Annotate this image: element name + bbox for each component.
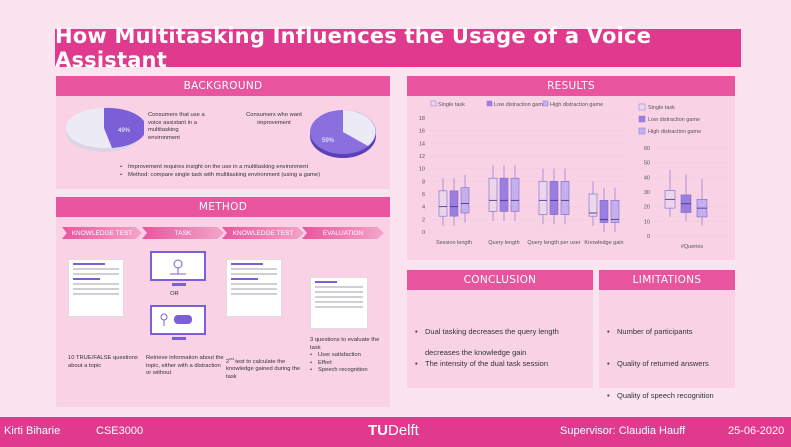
x-tick-label: Session length (436, 240, 472, 246)
monitor-game-icon (150, 305, 206, 335)
limitations-panel: LIMITATIONS Number of participants Quali… (599, 270, 735, 401)
document-icon (68, 259, 124, 317)
y-tick-label: 14 (419, 141, 425, 147)
legend-label: Low distraction game (648, 117, 700, 123)
method-col1-text: 10 TRUE/FALSE questions about a topic (68, 355, 138, 369)
conclusion-item: The intensity of the dual task session (413, 358, 599, 369)
y-tick-label: 40 (644, 175, 650, 181)
box (460, 187, 470, 214)
y-tick-label: 0 (647, 234, 650, 240)
step-evaluation: EVALUATION (302, 227, 384, 239)
conclusion-item-cont: decreases the knowledge gain (425, 348, 527, 357)
x-tick-label: #Queries (681, 244, 704, 250)
x-tick-label: Query length (488, 240, 520, 246)
method-panel: METHOD KNOWLEDGE TEST TASK KNOWLEDGE TES… (56, 197, 390, 407)
pie-chart-want-improvement: 59% (310, 110, 376, 158)
y-tick-label: 16 (419, 129, 425, 135)
y-tick-label: 8 (422, 179, 425, 185)
background-panel: BACKGROUND 49% Consumers that use a voic… (56, 76, 390, 189)
box (499, 177, 509, 212)
limitation-item: Number of participants (605, 326, 741, 337)
y-tick-label: 4 (422, 205, 425, 211)
pie2-label: 59% (322, 138, 335, 144)
x-tick-label: Query length per user (527, 240, 580, 246)
box (449, 190, 459, 217)
legend-label: Single task (648, 105, 675, 111)
y-tick-label: 20 (644, 205, 650, 211)
conclusion-item: Dual tasking decreases the query length (413, 326, 599, 337)
results-box-chart: 18 16 14 12 10 8 6 4 2 0 Single task Low distractio… (419, 100, 629, 246)
pie2-text: Consumers who want improvement (246, 112, 302, 126)
box (549, 181, 559, 215)
y-tick-label: 2 (422, 217, 425, 223)
conclusion-header: CONCLUSION (407, 270, 593, 290)
method-col3-text: 2nd test to calculate the knowledge gain… (226, 356, 301, 380)
legend-swatch (486, 100, 493, 107)
box (438, 190, 448, 217)
date-text: 25-06-2020 (728, 425, 785, 437)
legend-label: High distraction game (550, 102, 603, 108)
y-tick-label: 18 (419, 116, 425, 122)
box (588, 193, 598, 217)
queries-box-chart: Single task Low distraction game High dist… (638, 103, 731, 250)
y-tick-label: 12 (419, 154, 425, 160)
step-knowledge-test-2: KNOWLEDGE TEST (222, 227, 304, 239)
or-label: OR (170, 291, 179, 297)
background-bullet: Method: compare single task with multita… (120, 172, 380, 180)
legend-label: High distraction game (648, 129, 701, 135)
legend-swatch (638, 127, 646, 135)
legend-swatch (430, 100, 437, 107)
footer-bar: Kirti Biharie CSE3000 TUDelft Supervisor… (0, 417, 791, 447)
y-tick-label: 0 (422, 230, 425, 236)
y-tick-label: 6 (422, 192, 425, 198)
limitation-item: Quality of returned answers (605, 358, 741, 369)
background-bullets: Improvement requires insight on the use … (120, 164, 380, 179)
supervisor-text: Supervisor: Claudia Hauff (560, 425, 686, 437)
y-tick-label: 30 (644, 190, 650, 196)
background-header: BACKGROUND (56, 76, 390, 96)
legend-label: Low distraction game (494, 102, 546, 108)
author-name: Kirti Biharie (4, 425, 61, 437)
evaluation-item: User satisfaction (310, 352, 386, 360)
step-task: TASK (142, 227, 224, 239)
legend-swatch (638, 103, 646, 111)
pie-chart-voice-assistant: 49% (66, 107, 144, 152)
box (510, 177, 520, 212)
box (610, 200, 620, 223)
tudelft-logo: TUDelft (368, 422, 419, 439)
document-icon (226, 259, 282, 317)
step-knowledge-test-1: KNOWLEDGE TEST (62, 227, 142, 239)
limitation-item: Quality of speech recognition (605, 390, 741, 401)
method-col2-text: Retrieve information about the topic, ei… (146, 355, 224, 376)
y-tick-label: 50 (644, 161, 650, 167)
results-panel: RESULTS 18 16 14 12 10 8 6 4 2 0 Single task Low di… (407, 76, 735, 260)
results-header: RESULTS (407, 76, 735, 96)
poster-title: How Multitasking Influences the Usage of… (55, 24, 652, 72)
legend-swatch (638, 115, 646, 123)
conclusion-panel: CONCLUSION Dual tasking decreases the qu… (407, 270, 593, 388)
pie1-label: 49% (118, 128, 131, 134)
limitations-header: LIMITATIONS (599, 270, 735, 290)
course-code: CSE3000 (96, 425, 144, 437)
evaluation-item: Speech recognition (310, 367, 386, 375)
box (599, 200, 609, 223)
x-tick-label: Knowledge gain (584, 240, 623, 246)
pie1-text: Consumers that use a voice assistant in … (148, 112, 205, 141)
box (560, 181, 570, 215)
y-tick-label: 60 (644, 146, 650, 152)
poster-title-bar: How Multitasking Influences the Usage of… (55, 24, 741, 72)
box (538, 181, 548, 215)
y-tick-label: 10 (644, 219, 650, 225)
legend-swatch (542, 100, 549, 107)
method-header: METHOD (56, 197, 390, 217)
survey-icon (310, 277, 368, 329)
method-col4-text: 3 questions to evaluate the task User sa… (310, 337, 386, 375)
monitor-icon (150, 251, 206, 281)
box (488, 177, 498, 212)
evaluation-item: Effort (310, 360, 386, 368)
background-bullet: Improvement requires insight on the use … (120, 164, 380, 172)
y-tick-label: 10 (419, 167, 425, 173)
legend-label: Single task (438, 102, 465, 108)
